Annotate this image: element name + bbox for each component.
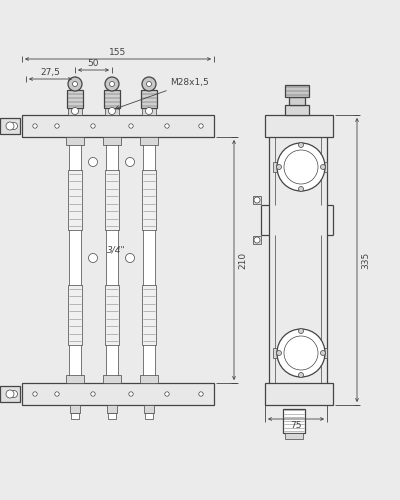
Circle shape (108, 108, 116, 114)
Circle shape (146, 108, 152, 114)
Circle shape (126, 254, 134, 262)
Circle shape (146, 82, 152, 86)
Text: 27,5: 27,5 (40, 68, 60, 77)
Bar (142, 108, 156, 115)
Bar (265, 115, 333, 137)
Bar (289, 97, 305, 105)
Bar (141, 90, 157, 108)
Circle shape (6, 122, 14, 130)
Circle shape (254, 237, 260, 243)
Circle shape (129, 392, 133, 396)
Bar (66, 137, 84, 145)
Text: 210: 210 (238, 252, 247, 268)
Bar (68, 170, 82, 230)
Bar (273, 162, 279, 172)
Bar (321, 162, 327, 172)
Bar (22, 383, 214, 405)
Bar (285, 85, 309, 97)
Circle shape (199, 392, 203, 396)
Circle shape (88, 158, 98, 166)
Circle shape (165, 124, 169, 128)
Circle shape (298, 328, 304, 334)
Circle shape (277, 143, 325, 191)
Circle shape (298, 372, 304, 378)
Circle shape (129, 124, 133, 128)
Bar (108, 413, 116, 419)
Circle shape (165, 392, 169, 396)
Text: 335: 335 (361, 252, 370, 268)
Circle shape (284, 336, 318, 370)
Circle shape (110, 82, 114, 86)
Bar (143, 137, 155, 383)
Bar (66, 375, 84, 383)
Bar (265, 383, 333, 405)
Circle shape (68, 77, 82, 91)
Circle shape (284, 150, 318, 184)
Circle shape (91, 124, 95, 128)
Bar (144, 405, 154, 413)
Circle shape (199, 124, 203, 128)
Circle shape (72, 82, 78, 86)
Bar (22, 115, 214, 137)
Circle shape (298, 186, 304, 192)
Bar (71, 413, 79, 419)
Circle shape (254, 197, 260, 203)
Circle shape (72, 108, 78, 114)
Circle shape (10, 122, 18, 130)
Circle shape (10, 390, 18, 398)
Text: 75: 75 (290, 421, 302, 430)
Text: 50: 50 (88, 59, 99, 68)
Circle shape (277, 329, 325, 377)
Bar (106, 137, 118, 383)
Circle shape (55, 392, 59, 396)
Bar (105, 170, 119, 230)
Bar (0, 118, 20, 134)
Bar (253, 196, 261, 204)
Bar (68, 108, 82, 115)
Circle shape (320, 164, 326, 170)
Bar (103, 137, 121, 145)
Bar (67, 90, 83, 108)
Circle shape (88, 254, 98, 262)
Circle shape (126, 158, 134, 166)
Bar (140, 137, 158, 145)
Circle shape (276, 350, 282, 356)
Bar (283, 409, 305, 433)
Bar (145, 413, 153, 419)
Circle shape (276, 164, 282, 170)
Text: M28x1,5: M28x1,5 (116, 78, 209, 110)
Bar (107, 405, 117, 413)
Bar (70, 405, 80, 413)
Circle shape (105, 77, 119, 91)
Bar (140, 375, 158, 383)
Bar (69, 137, 81, 383)
Circle shape (298, 142, 304, 148)
Bar (285, 433, 303, 439)
Circle shape (6, 390, 14, 398)
Circle shape (33, 392, 37, 396)
Bar (104, 90, 120, 108)
Bar (105, 285, 119, 345)
Circle shape (320, 350, 326, 356)
Bar (142, 285, 156, 345)
Circle shape (33, 124, 37, 128)
Bar (142, 170, 156, 230)
Bar (321, 348, 327, 358)
Circle shape (91, 392, 95, 396)
Text: 155: 155 (109, 48, 127, 57)
Bar (285, 105, 309, 115)
Text: 3/4": 3/4" (107, 246, 126, 254)
Bar (105, 108, 119, 115)
Bar (0, 386, 20, 402)
Circle shape (142, 77, 156, 91)
Circle shape (55, 124, 59, 128)
Bar (68, 285, 82, 345)
Bar (273, 348, 279, 358)
Bar (253, 236, 261, 244)
Bar (103, 375, 121, 383)
